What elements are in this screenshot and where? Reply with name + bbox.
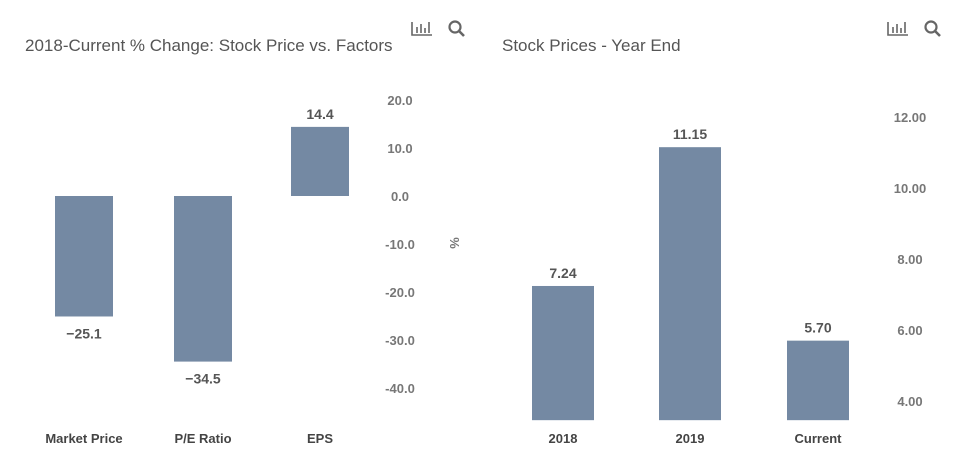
bar [291, 126, 349, 196]
y-tick-label: 10.00 [894, 181, 927, 196]
bar [532, 285, 594, 421]
y-tick-label: -30.0 [385, 333, 415, 348]
chart-title: 2018-Current % Change: Stock Price vs. F… [25, 36, 393, 55]
bar [174, 196, 232, 362]
y-tick-label: 20.0 [387, 93, 412, 108]
x-tick-label: 2018 [549, 431, 578, 446]
x-tick-label: Current [795, 431, 843, 446]
bar [659, 147, 721, 421]
data-label: −34.5 [185, 371, 221, 387]
search-icon-handle [934, 30, 941, 37]
y-tick-label: 4.00 [897, 394, 922, 409]
y-tick-label: 8.00 [897, 252, 922, 267]
search-icon-handle [458, 30, 465, 37]
y-tick-label: -20.0 [385, 285, 415, 300]
bar [787, 340, 849, 421]
data-label: −25.1 [66, 325, 102, 341]
search-icon[interactable] [924, 20, 938, 34]
data-label: 14.4 [306, 106, 333, 122]
data-label: 5.70 [804, 320, 831, 336]
x-tick-label: 2019 [676, 431, 705, 446]
y-tick-label: -40.0 [385, 381, 415, 396]
x-tick-label: P/E Ratio [174, 431, 231, 446]
data-label: 7.24 [549, 265, 576, 281]
search-icon[interactable] [448, 20, 462, 34]
y-axis-label: % [447, 237, 462, 249]
bar-chart-icon[interactable] [411, 22, 432, 36]
bar [55, 196, 113, 317]
data-label: 11.15 [673, 126, 707, 142]
y-tick-label: 6.00 [897, 323, 922, 338]
y-tick-label: 12.00 [894, 110, 927, 125]
y-tick-label: 0.0 [391, 189, 409, 204]
chart-title: Stock Prices - Year End [502, 36, 681, 55]
bar-chart-icon[interactable] [887, 22, 908, 36]
x-tick-label: EPS [307, 431, 333, 446]
y-tick-label: 10.0 [387, 141, 412, 156]
x-tick-label: Market Price [45, 431, 122, 446]
y-tick-label: -10.0 [385, 237, 415, 252]
